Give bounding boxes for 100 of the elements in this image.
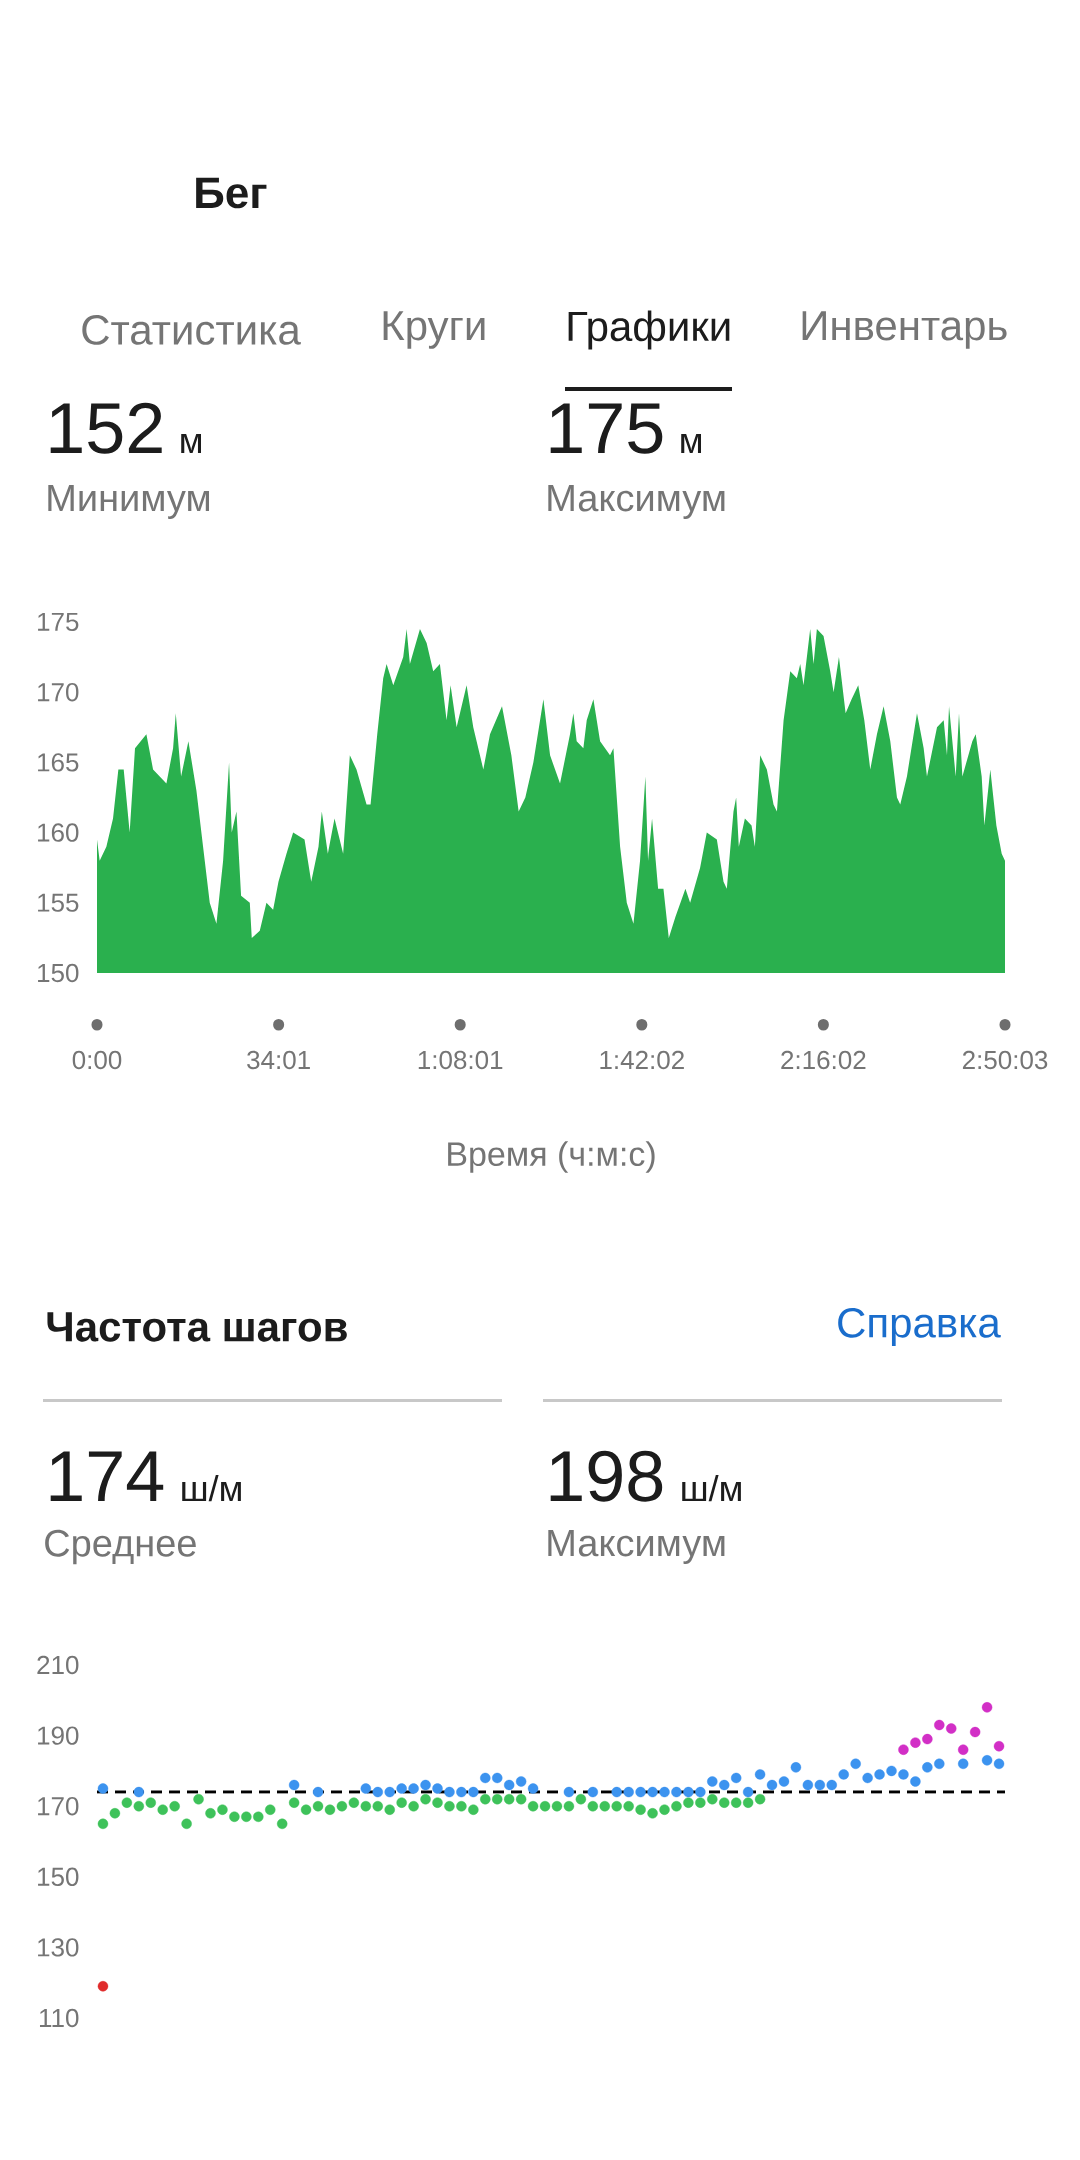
point [742,1797,754,1808]
text: Статистика [82,315,301,345]
point [874,1769,885,1780]
point [910,1776,921,1787]
point [133,1786,145,1798]
point [946,1723,957,1734]
point [719,1779,730,1791]
point [719,1797,730,1808]
text: Среднее [45,1529,196,1565]
text: 175 [550,403,663,454]
point [778,1776,790,1787]
point [551,1800,563,1812]
x-tick-label: 0:00 [72,1050,122,1070]
text: Максимум [548,484,725,519]
point [468,1786,479,1798]
point [683,1786,694,1798]
point [396,1783,407,1794]
point [599,1800,610,1812]
x-axis-title: Время (ч:м:с) [448,1141,655,1173]
text: м [181,433,201,453]
point [922,1733,933,1745]
point [695,1797,706,1808]
point [503,1779,515,1791]
point [611,1800,622,1812]
point [910,1737,921,1748]
point [898,1769,909,1780]
point [396,1797,407,1808]
text: Инвентарь [802,311,1007,349]
point [324,1804,336,1815]
point [957,1744,969,1755]
point [97,1981,109,1992]
point [121,1797,133,1808]
point [492,1793,503,1805]
point [384,1786,395,1798]
point [253,1811,264,1822]
point [145,1797,156,1808]
y-tick-label: 155 [38,893,79,912]
point [408,1783,419,1794]
y-tick-label: 110 [39,2008,79,2028]
point [730,1772,742,1784]
point [420,1779,431,1791]
y-tick-label: 170 [38,682,79,702]
point [969,1726,981,1738]
point [432,1797,443,1808]
point [169,1800,180,1812]
point [360,1800,372,1812]
point [312,1800,324,1812]
point [300,1804,312,1815]
point [157,1804,168,1815]
point [814,1779,826,1791]
point [527,1783,539,1794]
point [635,1804,646,1815]
point [288,1779,300,1791]
y-tick-label: 150 [38,963,79,983]
point [265,1804,276,1815]
point [611,1786,622,1798]
text: Графики [568,310,730,350]
y-tick-label: 150 [38,1867,79,1886]
point [480,1772,491,1784]
point [229,1811,240,1822]
point [372,1786,383,1798]
point [671,1786,682,1798]
point [754,1769,766,1780]
point [563,1800,575,1812]
y-tick-label: 175 [38,612,79,632]
point [360,1783,372,1794]
point [922,1762,933,1773]
point [372,1800,383,1812]
point [539,1800,551,1812]
point [515,1793,527,1805]
point [707,1793,718,1805]
x-tick-label: 1:42:02 [600,1050,684,1070]
x-tick-label: 34:01 [247,1050,310,1070]
text: ш/м [682,1474,741,1502]
point [730,1797,742,1808]
point [671,1800,682,1812]
point [456,1800,467,1812]
y-tick-label: 190 [38,1726,79,1745]
point [898,1744,909,1755]
text: 198 [550,1450,663,1502]
point [754,1793,766,1805]
point [384,1804,395,1815]
point [802,1779,814,1791]
point [444,1786,455,1798]
point [205,1808,216,1819]
point [766,1779,778,1791]
text: Максимум [548,1529,725,1565]
point [934,1758,945,1770]
point [241,1811,252,1822]
point [563,1786,575,1798]
x-tick-label: 1:08:01 [418,1050,503,1070]
point [659,1786,670,1798]
point [97,1783,109,1794]
x-tick-label: 2:50:03 [962,1050,1048,1070]
point [468,1804,479,1815]
text: ш/м [182,1474,241,1502]
point [133,1800,145,1812]
point [934,1719,945,1731]
text: Круги [383,311,485,349]
point [97,1818,109,1830]
